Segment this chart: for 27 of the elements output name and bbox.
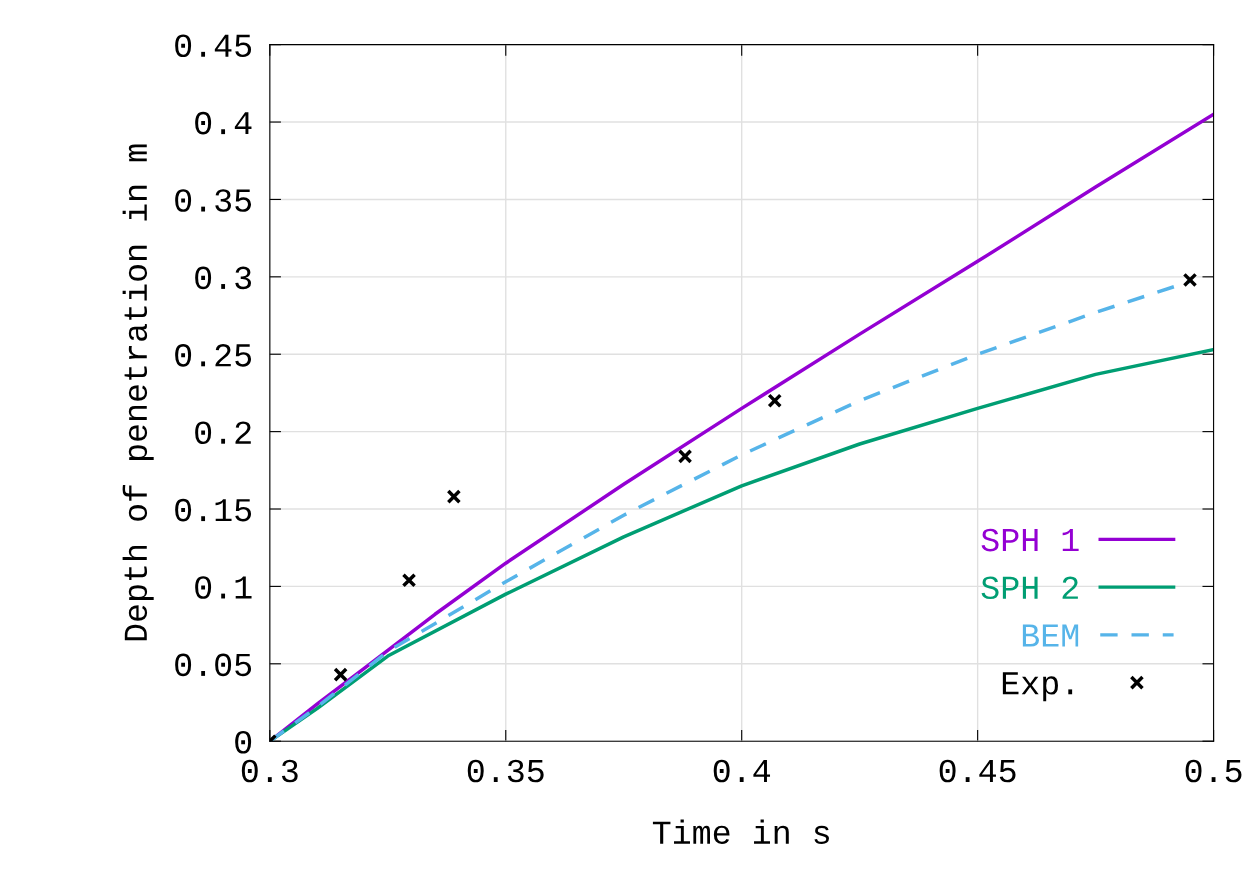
y-tick-label: 0.3 <box>195 266 252 290</box>
legend-label: SPH 1 <box>981 528 1079 552</box>
point <box>767 393 783 408</box>
y-tick-label: 0.1 <box>195 576 252 599</box>
point <box>333 667 348 682</box>
x-tick-label: 0.35 <box>467 759 544 783</box>
point <box>401 572 417 588</box>
legend-label: BEM <box>1022 624 1079 647</box>
x-axis-title: Time in s <box>652 819 829 844</box>
legend-label: Exp. <box>1002 672 1073 702</box>
point <box>446 489 462 504</box>
x-tick-label: 0.45 <box>939 759 1016 783</box>
y-axis-title: Depth of penetration in m <box>122 144 154 641</box>
y-tick-label: 0 <box>235 730 252 754</box>
point <box>677 449 693 464</box>
y-tick-label: 0.35 <box>175 189 252 212</box>
y-tick-label: 0.15 <box>175 498 252 522</box>
x-tick-label: 0.3 <box>241 759 298 783</box>
y-tick-label: 0.2 <box>195 421 251 445</box>
x-tick-label: 0.4 <box>713 759 771 783</box>
y-tick-label: 0.45 <box>175 34 252 58</box>
legend-label: SPH 2 <box>981 576 1078 600</box>
y-tick-label: 0.4 <box>195 111 252 135</box>
y-tick-label: 0.25 <box>175 344 252 367</box>
x-tick-label: 0.5 <box>1185 759 1242 783</box>
y-tick-label: 0.05 <box>175 653 252 677</box>
point <box>1182 272 1198 288</box>
